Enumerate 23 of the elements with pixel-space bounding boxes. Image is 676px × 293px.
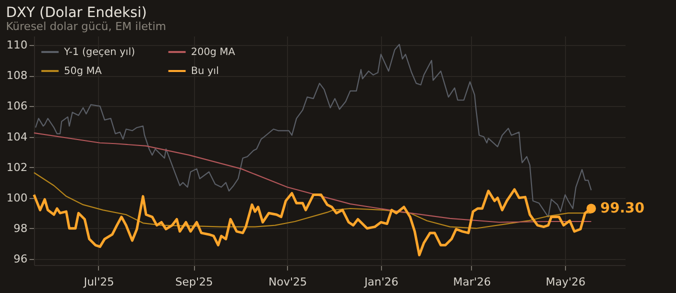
legend-label: Y-1 (geçen yıl) [63, 47, 136, 58]
line-series [34, 44, 592, 218]
y-tick-label: 102 [6, 160, 28, 174]
x-tick-label: Nov'25 [268, 276, 308, 288]
x-tick-label: May'26 [546, 276, 586, 288]
y-tick-label: 96 [14, 252, 28, 266]
x-tick-label: Mar'26 [453, 276, 491, 288]
y-tick-label: 110 [6, 38, 28, 52]
chart-title: DXY (Dolar Endeksi) [6, 5, 147, 21]
x-tick-label: Jul'25 [82, 276, 114, 288]
legend-label: 50g MA [64, 66, 102, 77]
x-tick-label: Sep'25 [175, 276, 214, 288]
line-series [33, 132, 592, 223]
x-tick-label: Jan'26 [363, 276, 398, 288]
y-tick-label: 106 [6, 100, 28, 113]
y-tick-label: 98 [14, 222, 28, 235]
y-tick-label: 104 [6, 130, 28, 144]
legend-label: Bu yıl [191, 66, 219, 77]
y-tick-label: 100 [6, 191, 28, 204]
chart-subtitle: Küresel dolar gücü, EM iletim [6, 20, 166, 33]
annotation: 99.30 [600, 200, 645, 217]
legend-label: 200g MA [191, 47, 236, 58]
y-tick-label: 108 [6, 69, 28, 82]
